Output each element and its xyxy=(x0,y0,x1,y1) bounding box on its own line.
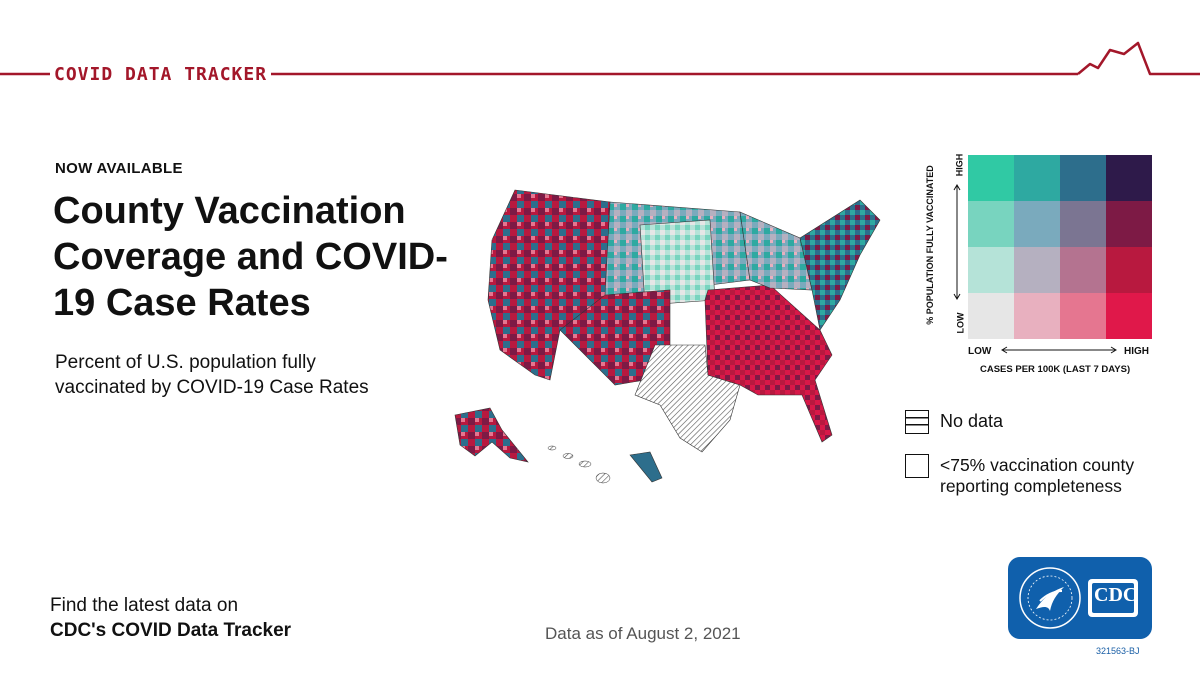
legend-cell xyxy=(1014,293,1060,339)
legend-cell xyxy=(1106,293,1152,339)
legend-cell xyxy=(968,201,1014,247)
legend-cell xyxy=(968,247,1014,293)
page-title: County Vaccination Coverage and COVID-19… xyxy=(53,190,448,324)
completeness-swatch xyxy=(905,454,929,478)
legend-cell xyxy=(1060,247,1106,293)
header-rule xyxy=(0,41,1200,76)
legend-cell xyxy=(1106,155,1152,201)
legend-cell xyxy=(1060,155,1106,201)
legend-y-axis-label: % POPULATION FULLY VACCINATED xyxy=(925,165,935,325)
page-subtitle: Percent of U.S. population fully vaccina… xyxy=(55,352,369,398)
legend-y-arrow xyxy=(953,184,961,300)
document-code: 321563-BJ xyxy=(1096,646,1140,656)
cdc-logo: CDC xyxy=(1008,557,1152,639)
legend-x-low: LOW xyxy=(968,346,992,357)
find-bold-link[interactable]: CDC's COVID Data Tracker xyxy=(50,620,292,641)
legend-cell xyxy=(968,293,1014,339)
legend-x-arrow xyxy=(1001,346,1117,354)
hhs-eagle-icon xyxy=(1019,567,1138,629)
find-data-text: Find the latest data on CDC's COVID Data… xyxy=(50,593,370,643)
legend-x-axis-label: CASES PER 100K (LAST 7 DAYS) xyxy=(980,364,1131,375)
legend-cell xyxy=(1106,201,1152,247)
find-line: Find the latest data on xyxy=(50,595,239,616)
legend-x-high: HIGH xyxy=(1124,346,1149,357)
cdc-logo-text: CDC xyxy=(1094,584,1138,606)
bivariate-legend-grid xyxy=(968,155,1152,339)
legend-cell xyxy=(1060,201,1106,247)
legend-cell xyxy=(1060,293,1106,339)
kicker-label: NOW AVAILABLE xyxy=(55,160,183,177)
data-as-of: Data as of August 2, 2021 xyxy=(545,624,741,643)
legend-cell xyxy=(968,155,1014,201)
legend-cell xyxy=(1106,247,1152,293)
no-data-label: No data xyxy=(940,411,1004,431)
brand-label: COVID DATA TRACKER xyxy=(50,64,272,85)
legend-cell xyxy=(1014,201,1060,247)
trend-sparkline xyxy=(1077,41,1200,76)
us-county-map xyxy=(454,189,881,484)
no-data-swatch xyxy=(905,410,929,434)
legend-y-high: HIGH xyxy=(954,153,965,177)
legend-cell xyxy=(1014,247,1060,293)
legend-y-low: LOW xyxy=(955,312,966,334)
legend-cell xyxy=(1014,155,1060,201)
completeness-label: <75% vaccination county reporting comple… xyxy=(940,455,1135,496)
